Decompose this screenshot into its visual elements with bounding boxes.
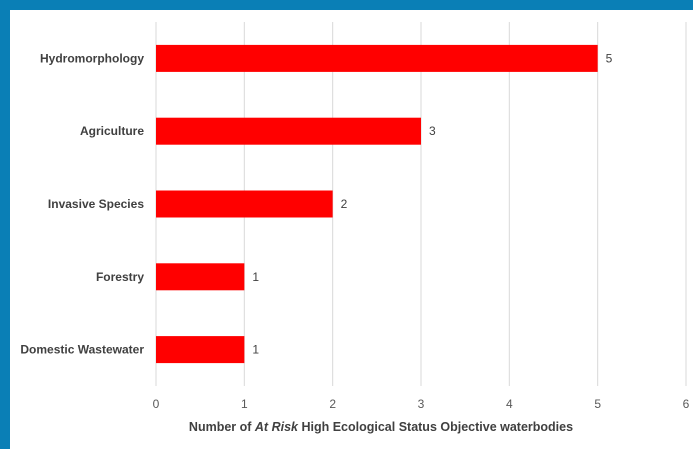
bar-domestic-wastewater — [156, 336, 245, 364]
category-label-domestic-wastewater: Domestic Wastewater — [20, 343, 144, 357]
x-tick-label-4: 4 — [506, 397, 513, 411]
labels: 0 1 2 3 4 5 6 Hydromorphology 5 Agriculture 3 Invas… — [20, 51, 689, 411]
bar-agriculture — [156, 117, 421, 145]
x-tick-label-3: 3 — [418, 397, 425, 411]
data-label-agriculture: 3 — [429, 124, 436, 138]
x-tick-label-1: 1 — [241, 397, 248, 411]
data-label-forestry: 1 — [252, 270, 259, 284]
category-label-agriculture: Agriculture — [80, 124, 144, 138]
x-tick-label-0: 0 — [153, 397, 160, 411]
category-label-hydromorphology: Hydromorphology — [40, 51, 144, 65]
bar-chart: 0 1 2 3 4 5 6 Hydromorphology 5 Agriculture 3 Invas… — [20, 22, 690, 434]
category-label-forestry: Forestry — [96, 270, 144, 284]
data-label-hydromorphology: 5 — [606, 51, 613, 65]
x-tick-label-2: 2 — [329, 397, 336, 411]
x-axis-title: Number of At Risk High Ecological Status… — [189, 420, 573, 434]
x-tick-label-5: 5 — [594, 397, 601, 411]
category-label-invasive-species: Invasive Species — [48, 197, 144, 211]
chart-frame: 0 1 2 3 4 5 6 Hydromorphology 5 Agriculture 3 Invas… — [10, 10, 693, 449]
data-label-invasive-species: 2 — [341, 197, 348, 211]
x-tick-label-6: 6 — [683, 397, 690, 411]
bar-forestry — [156, 263, 245, 291]
bars — [156, 44, 598, 364]
bar-hydromorphology — [156, 44, 598, 72]
data-label-domestic-wastewater: 1 — [252, 343, 259, 357]
bar-invasive-species — [156, 190, 333, 218]
